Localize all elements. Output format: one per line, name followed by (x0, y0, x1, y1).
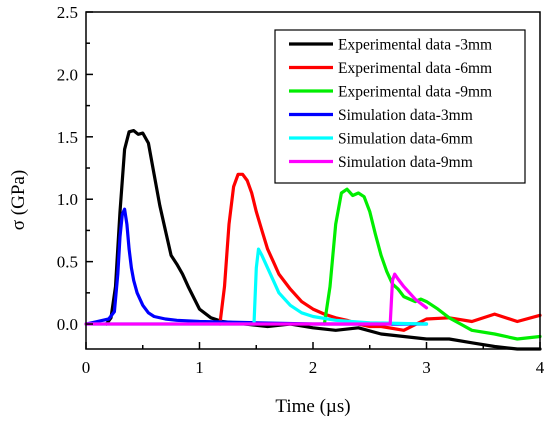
legend-label: Simulation data-9mm (338, 154, 473, 171)
series-line-1 (104, 129, 542, 351)
x-tick-label: 2 (309, 358, 318, 377)
series-line-3 (322, 187, 542, 341)
y-tick-label: 0.5 (57, 253, 78, 272)
y-tick-label: 1.5 (57, 128, 78, 147)
series-line-5 (84, 247, 429, 326)
tick-layer: 0 1 2 3 4 0.0 0.5 1.0 1.5 2.0 2.5 (57, 3, 545, 377)
x-tick-label: 0 (82, 358, 91, 377)
legend-label: Simulation data-6mm (338, 131, 473, 148)
x-tick-label: 3 (422, 358, 431, 377)
y-tick-label: 2.5 (57, 3, 78, 22)
legend: Experimental data -3mm Experimental data … (274, 29, 526, 184)
legend-box (274, 29, 526, 184)
legend-label: Experimental data -6mm (338, 60, 492, 77)
y-tick-label: 1.0 (57, 190, 78, 209)
x-tick-label: 1 (195, 358, 204, 377)
legend-label: Simulation data-3mm (338, 107, 473, 124)
x-axis-label: Time (µs) (275, 396, 350, 417)
y-tick-label: 2.0 (57, 65, 78, 84)
legend-label: Experimental data -3mm (338, 37, 492, 54)
y-tick-label: 0.0 (57, 315, 78, 334)
y-axis-label: σ (GPa) (8, 170, 29, 230)
series-line-2 (218, 172, 542, 332)
series-layer (84, 129, 542, 351)
series-line-6 (84, 272, 429, 326)
series-line-4 (84, 207, 429, 326)
x-tick-label: 4 (536, 358, 545, 377)
legend-label: Experimental data -9mm (338, 84, 492, 101)
